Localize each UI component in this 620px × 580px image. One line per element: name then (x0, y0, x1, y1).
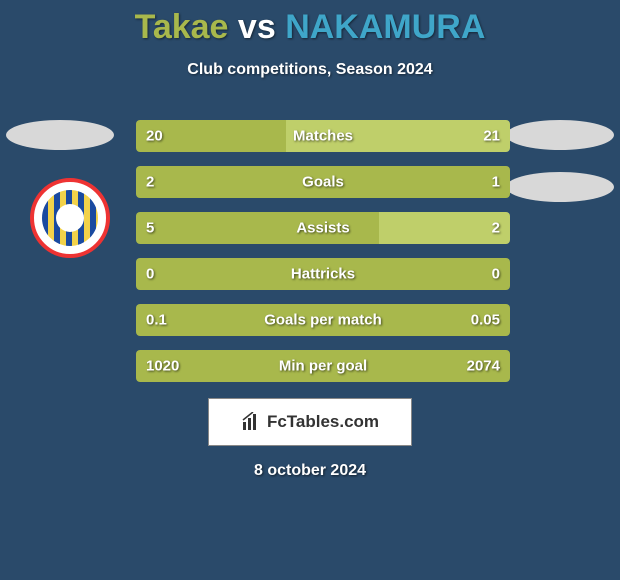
subtitle: Club competitions, Season 2024 (0, 61, 620, 79)
stat-rows: 2021Matches21Goals52Assists00Hattricks0.… (136, 120, 510, 396)
stat-row: 2 1 Goals (136, 166, 510, 198)
stat-label: Matches (293, 128, 353, 145)
stat-row: 0.1 0.05 Goals per match (136, 304, 510, 336)
stat-value-left: 20 (146, 128, 163, 145)
stat-row: 5 2 Assists (136, 212, 510, 244)
right-placeholder-2-icon (506, 172, 614, 202)
stat-value-left: 0 (146, 266, 154, 283)
stat-value-right: 0.05 (471, 312, 500, 329)
player-a-name: Takae (135, 8, 229, 46)
stat-label: Min per goal (279, 358, 367, 375)
stat-value-left: 0.1 (146, 312, 167, 329)
stat-value-right: 21 (483, 128, 500, 145)
stat-value-right: 1 (492, 174, 500, 191)
stat-value-right: 2074 (467, 358, 500, 375)
footer-date: 8 october 2024 (0, 462, 620, 480)
player-b-name: NAKAMURA (285, 8, 485, 46)
stat-value-right: 0 (492, 266, 500, 283)
chart-icon (241, 412, 261, 432)
stat-value-right: 2 (492, 220, 500, 237)
stat-value-left: 1020 (146, 358, 179, 375)
comparison-title: Takae vs NAKAMURA (0, 0, 620, 47)
brand-box: FcTables.com (208, 398, 412, 446)
stat-label: Assists (296, 220, 349, 237)
stat-label: Hattricks (291, 266, 355, 283)
brand-label: FcTables.com (267, 412, 379, 432)
stat-label: Goals per match (264, 312, 382, 329)
stat-row: 20 21 Matches (136, 120, 510, 152)
stat-value-left: 2 (146, 174, 154, 191)
vs-label: vs (238, 8, 276, 46)
footer-area: FcTables.com 8 october 2024 (0, 392, 620, 480)
right-placeholder-1-icon (506, 120, 614, 150)
stat-label: Goals (302, 174, 344, 191)
team-badge-icon (30, 178, 110, 258)
stat-row: 1020 2074 Min per goal (136, 350, 510, 382)
stat-value-left: 5 (146, 220, 154, 237)
stat-row: 0 0 Hattricks (136, 258, 510, 290)
left-placeholder-icon (6, 120, 114, 150)
